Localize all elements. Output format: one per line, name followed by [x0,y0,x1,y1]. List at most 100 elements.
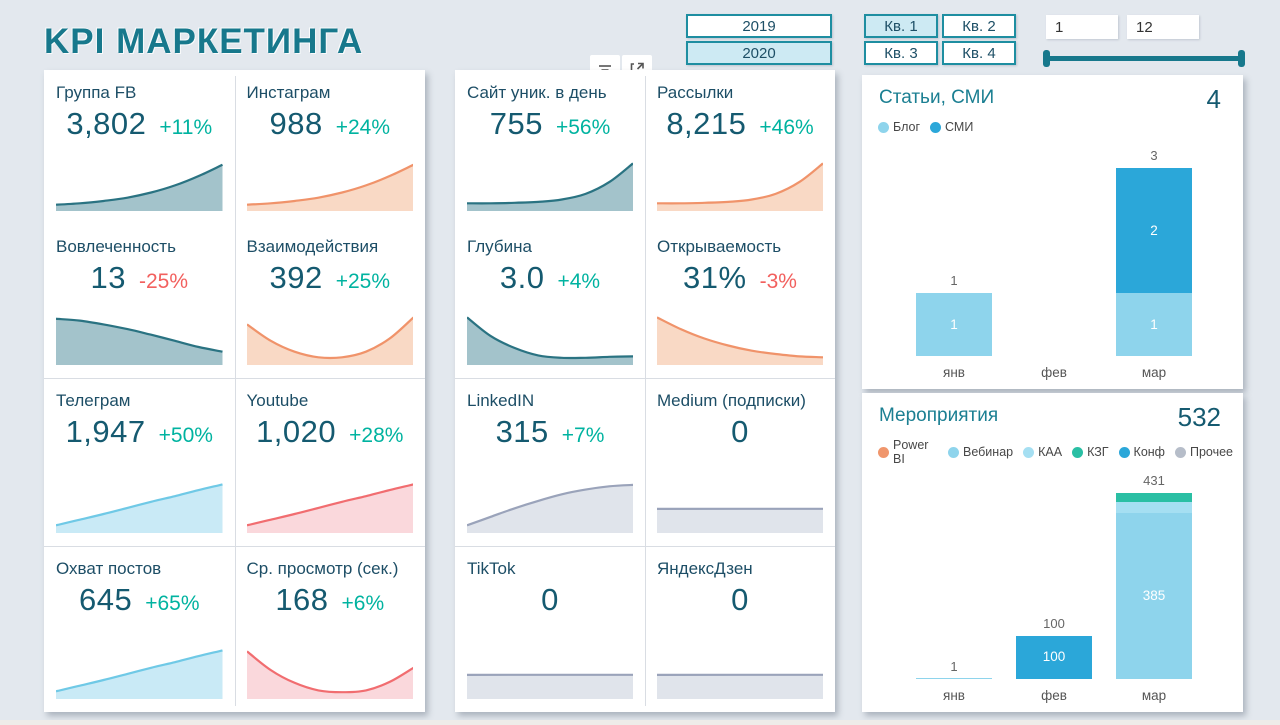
bar-value-label: 100 [1042,649,1066,665]
quarter-button-кв-2[interactable]: Кв. 2 [942,14,1016,38]
x-axis-label: мар [1141,688,1167,703]
kpi-tile-post-reach: Охват постов 645 +65% [44,546,235,712]
legend-item-конф[interactable]: Конф [1118,445,1165,459]
row-divider [455,378,835,379]
sparkline [56,645,223,699]
bar-segment-кзг[interactable] [1116,493,1192,502]
legend-dot [1118,446,1130,458]
sparkline [56,311,223,365]
kpi-value: 13 [90,260,126,295]
quarter-button-кв-3[interactable]: Кв. 3 [864,41,938,65]
legend-label: СМИ [945,120,974,134]
sparkline [657,479,823,533]
legend-dot [878,121,889,133]
legend-dot [1072,446,1084,458]
kpi-delta: +24% [335,116,391,139]
kpi-label: Инстаграм [246,83,331,102]
kpi-label: ЯндексДзен [657,559,753,578]
sparkline [246,645,413,699]
legend-item-power-bi[interactable]: Power BI [878,438,938,466]
legend-item-вебинар[interactable]: Вебинар [948,445,1013,459]
range-slider-track[interactable] [1046,56,1242,61]
legend-item-кзг[interactable]: КЗГ [1072,445,1109,459]
kpi-delta: +7% [561,424,605,447]
legend-item-блог[interactable]: Блог [878,120,920,134]
column-divider [234,76,236,706]
kpi-tile-medium-subs: Medium (подписки) 0 [645,378,835,546]
kpi-tile-depth: Глубина 3.0 +4% [455,224,645,378]
chart-legend: Power BI Вебинар КАА КЗГ Конф Прочее [878,438,1243,466]
range-slider-handle-right[interactable] [1238,50,1245,67]
sparkline [657,311,823,365]
kpi-delta: -25% [138,270,188,293]
bar-segment-блог[interactable] [1116,293,1192,356]
legend-dot [1023,446,1035,458]
kpi-value: 0 [541,582,559,617]
legend-label: КЗГ [1087,445,1109,459]
panel-total: 532 [1177,402,1221,432]
bar-segment-сми[interactable] [1116,168,1192,294]
kpi-label: LinkedIN [467,391,535,410]
bottom-strip [0,720,1280,725]
sparkline [657,157,823,211]
kpi-tile-yandex-zen: ЯндексДзен 0 [645,546,835,712]
bar-segment-конф[interactable] [1016,635,1092,679]
year-slicer: 2019 2020 [686,14,832,65]
bar-segment-вебинар[interactable] [1116,512,1192,679]
bar-segment-вебинар[interactable] [916,677,992,679]
legend-label: Power BI [893,438,929,466]
kpi-delta: +6% [341,592,385,615]
legend-label: Прочее [1189,445,1233,459]
sparkline [56,157,223,211]
kpi-value: 3,802 [66,106,147,141]
range-slider-handle-left[interactable] [1043,50,1050,67]
sparkline [657,645,823,699]
kpi-label: Рассылки [657,83,734,102]
bar-total-label: 3 [1150,148,1158,163]
sparkline [246,479,413,533]
legend-item-прочее[interactable]: Прочее [1174,445,1233,459]
legend-dot [930,121,942,133]
kpi-label: Телеграм [56,391,131,410]
events-card: Мероприятия 532 Power BI Вебинар КАА КЗГ Кон… [862,393,1243,712]
legend-label: КАА [1038,445,1063,459]
legend-label: Вебинар [963,445,1014,459]
legend-item-каа[interactable]: КАА [1023,445,1062,459]
kpi-label: Вовлеченность [56,237,176,256]
range-from-input[interactable] [1046,15,1118,39]
kpi-tile-engagement: Вовлеченность 13 -25% [44,224,235,378]
quarter-button-кв-4[interactable]: Кв. 4 [942,41,1016,65]
legend-dot [878,446,889,458]
events-bar-chart: янв 1 фев 100 100 мар 385 431 [878,393,1227,712]
kpi-tile-linkedin: LinkedIN 315 +7% [455,378,645,546]
quarter-button-кв-1[interactable]: Кв. 1 [864,14,938,38]
bar-segment-каа[interactable] [1116,501,1192,513]
bar-value-label: 1 [950,316,958,332]
sparkline [467,645,633,699]
kpi-value: 1,020 [256,414,337,449]
kpi-label: Охват постов [56,559,162,578]
kpi-label: TikTok [467,559,516,578]
kpi-value: 8,215 [666,106,747,141]
kpi-delta: +11% [159,116,213,139]
sparkline [246,157,413,211]
bar-value-label: 2 [1150,222,1158,238]
kpi-value: 755 [489,106,543,141]
legend-item-сми[interactable]: СМИ [930,120,973,134]
bar-value-label: 385 [1142,587,1166,603]
kpi-value: 392 [269,260,323,295]
sparkline [467,311,633,365]
kpi-card-social: Группа FB 3,802 +11% Инстаграм 988 +24% Вовлеч… [44,70,425,712]
legend-label: Конф [1133,445,1165,459]
bar-total-label: 100 [1043,615,1065,631]
range-to-input[interactable] [1127,15,1199,39]
panel-title: Статьи, СМИ [879,87,995,108]
kpi-value: 315 [495,414,549,449]
bar-segment-блог[interactable] [916,293,992,356]
x-axis-label: фев [1041,688,1067,703]
year-button-2019[interactable]: 2019 [686,14,832,38]
kpi-label: Ср. просмотр (сек.) [246,559,399,578]
year-button-2020[interactable]: 2020 [686,41,832,65]
column-divider [645,76,646,706]
x-axis-label: янв [943,365,965,380]
